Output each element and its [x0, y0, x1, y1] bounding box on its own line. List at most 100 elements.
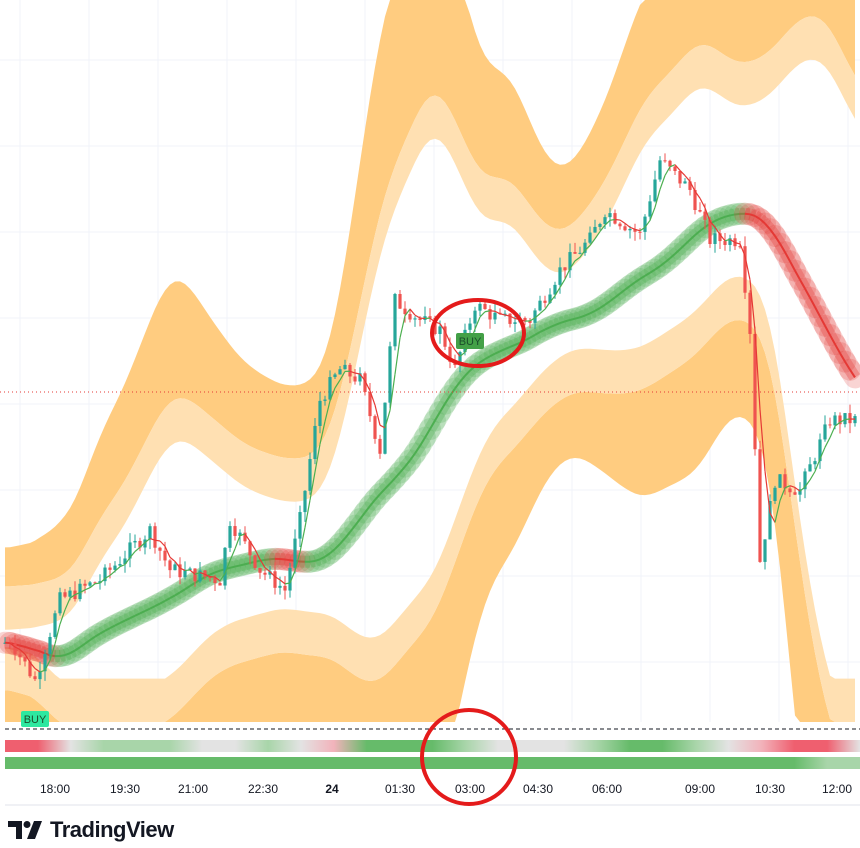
- slow-ma-line: [764, 222, 771, 230]
- candle-body: [343, 364, 347, 370]
- fast-ma-line: [494, 310, 501, 315]
- fast-ma-line: [479, 311, 486, 318]
- slow-ma-line: [459, 375, 466, 383]
- candle-body: [673, 166, 677, 172]
- candle-body: [243, 532, 247, 542]
- fast-ma-line: [269, 571, 276, 578]
- candle-body: [28, 661, 32, 677]
- slow-ma-line: [809, 297, 816, 308]
- candle-body: [563, 267, 567, 271]
- candle-body: [728, 238, 732, 245]
- fast-ma-line: [69, 594, 76, 599]
- price-chart[interactable]: BUY BUY 18:00 19:30 21:00 22:30 24 01:30 03:00 04…: [0, 0, 860, 815]
- x-axis-tick: 18:00: [40, 782, 70, 796]
- fast-ma-line: [359, 373, 366, 382]
- slow-ma-line: [559, 320, 566, 325]
- fast-ma-line: [369, 390, 376, 406]
- slow-ma-line: [404, 459, 411, 468]
- slow-ma-line: [834, 343, 841, 354]
- slow-ma-line: [789, 260, 796, 272]
- slow-ma-line: [634, 278, 641, 284]
- fast-ma-line: [324, 400, 331, 422]
- candle-body: [653, 179, 657, 202]
- candle-body: [788, 488, 792, 493]
- candle-body: [398, 293, 402, 309]
- buy-signal: BUY: [456, 333, 484, 349]
- candle-body: [133, 540, 137, 543]
- candle-body: [103, 567, 107, 582]
- slow-ma-line: [319, 555, 326, 561]
- fast-ma-line: [679, 170, 686, 177]
- candle-body: [268, 571, 272, 575]
- fast-ma-line: [179, 567, 186, 571]
- fast-ma-line: [784, 485, 791, 489]
- fast-ma-line: [254, 549, 261, 560]
- fast-ma-line: [94, 582, 101, 585]
- candle-body: [223, 547, 227, 586]
- candle-body: [393, 293, 397, 347]
- candle-body: [768, 500, 772, 540]
- candle-body: [323, 399, 327, 401]
- fast-ma-line: [534, 313, 541, 319]
- fast-ma-line: [499, 313, 506, 316]
- fast-ma-line: [629, 226, 636, 230]
- fast-ma-line: [649, 207, 656, 221]
- slow-ma-line: [389, 477, 396, 485]
- slow-ma-line: [24, 645, 31, 650]
- candle-body: [33, 676, 37, 680]
- fast-ma-line: [564, 268, 571, 280]
- fast-ma-line: [729, 238, 736, 244]
- candle-body: [388, 346, 392, 403]
- slow-ma-line: [609, 296, 616, 302]
- slow-ma-line: [539, 328, 546, 333]
- fast-ma-line: [724, 238, 731, 242]
- fast-ma-line: [634, 228, 641, 232]
- slow-ma-line: [734, 212, 741, 216]
- fast-ma-line: [819, 447, 826, 460]
- slow-ma-line: [584, 312, 591, 317]
- candle-body: [513, 322, 517, 324]
- candle-body: [638, 231, 642, 233]
- candle-body: [493, 312, 497, 320]
- highlight-circle: [420, 708, 518, 806]
- candle-body: [508, 313, 512, 324]
- fast-ma-line: [169, 556, 176, 562]
- candle-body: [808, 464, 812, 472]
- fast-ma-line: [59, 609, 66, 625]
- slow-ma-line: [44, 652, 51, 657]
- candle-body: [573, 252, 577, 254]
- candle-body: [218, 583, 222, 586]
- slow-ma-line: [694, 230, 701, 236]
- fast-ma-line: [844, 418, 851, 421]
- fast-ma-line: [694, 190, 701, 199]
- candle-body: [363, 373, 367, 393]
- candle-body: [688, 181, 692, 190]
- candle-body: [523, 318, 527, 321]
- candle-body: [538, 300, 542, 311]
- slow-ma-line: [324, 552, 331, 558]
- fast-ma-line: [309, 471, 316, 501]
- candle-body: [128, 542, 132, 559]
- slow-ma-line: [604, 300, 611, 306]
- fast-ma-line: [79, 589, 86, 594]
- fast-ma-line: [164, 546, 171, 558]
- fast-ma-line: [709, 220, 716, 228]
- fast-ma-line: [299, 527, 306, 553]
- slow-ma-line: [349, 525, 356, 533]
- candle-body: [558, 267, 562, 285]
- fast-ma-line: [654, 189, 661, 208]
- fast-ma-line: [799, 486, 806, 492]
- candle-body: [503, 313, 507, 315]
- slow-ma-line: [159, 599, 166, 605]
- slow-ma-line: [139, 610, 146, 615]
- brand-name: TradingView: [50, 817, 174, 842]
- candle-body: [633, 229, 637, 232]
- slow-ma-line: [454, 381, 461, 390]
- slow-ma-line: [599, 303, 606, 309]
- candle-body: [713, 233, 717, 245]
- fast-ma-line: [454, 349, 461, 357]
- candle-body: [63, 592, 67, 597]
- candle-body: [658, 160, 662, 180]
- fast-ma-line: [504, 314, 511, 317]
- slow-ma-line: [19, 644, 26, 648]
